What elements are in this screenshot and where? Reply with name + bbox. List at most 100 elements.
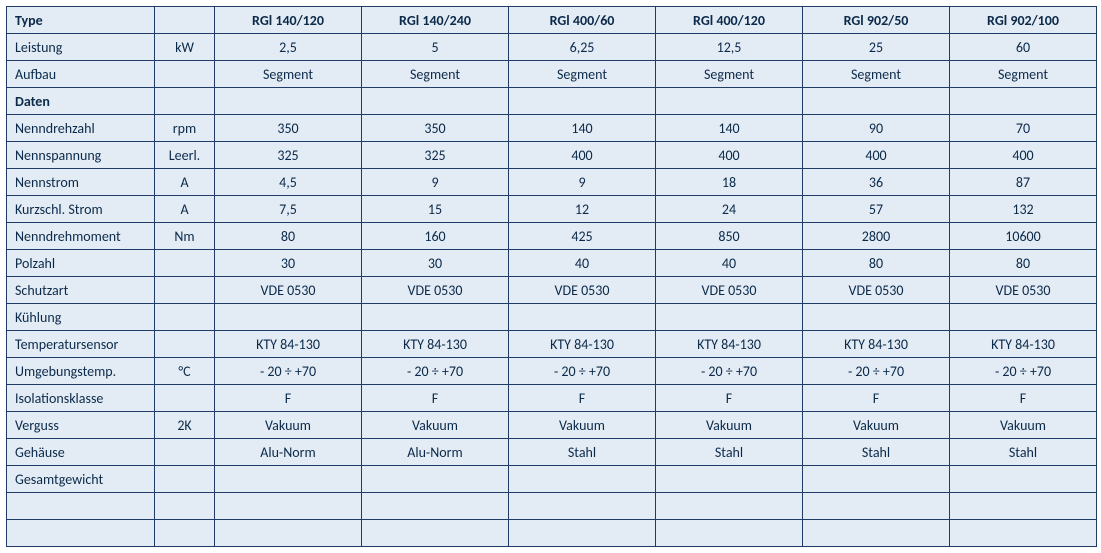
- cell: [215, 493, 362, 520]
- cell: 60: [950, 34, 1097, 61]
- cell: Segment: [950, 61, 1097, 88]
- cell: KTY 84-130: [509, 331, 656, 358]
- cell: RGl 140/120: [215, 7, 362, 34]
- row-unit: rpm: [155, 115, 215, 142]
- cell: [362, 520, 509, 547]
- cell: Alu-Norm: [215, 439, 362, 466]
- table-row: [7, 493, 1097, 520]
- cell: VDE 0530: [656, 277, 803, 304]
- cell: [950, 88, 1097, 115]
- cell: 90: [803, 115, 950, 142]
- row-label: Temperatursensor: [7, 331, 155, 358]
- cell: [215, 304, 362, 331]
- cell: F: [656, 385, 803, 412]
- cell: Vakuum: [803, 412, 950, 439]
- row-label: Nennstrom: [7, 169, 155, 196]
- row-label: Schutzart: [7, 277, 155, 304]
- row-label: Type: [7, 7, 155, 34]
- row-label: Gesamtgewicht: [7, 466, 155, 493]
- row-unit: [155, 277, 215, 304]
- table-row: Nenndrehzahlrpm3503501401409070: [7, 115, 1097, 142]
- cell: 12,5: [656, 34, 803, 61]
- cell: VDE 0530: [509, 277, 656, 304]
- cell: 40: [656, 250, 803, 277]
- cell: 80: [803, 250, 950, 277]
- cell: 425: [509, 223, 656, 250]
- cell: 30: [215, 250, 362, 277]
- cell: 400: [950, 142, 1097, 169]
- cell: 850: [656, 223, 803, 250]
- cell: [362, 466, 509, 493]
- cell: F: [803, 385, 950, 412]
- cell: [950, 520, 1097, 547]
- cell: Stahl: [803, 439, 950, 466]
- table-row: Kurzschl. StromA7,515122457132: [7, 196, 1097, 223]
- table-row: [7, 520, 1097, 547]
- cell: - 20 ÷ +70: [509, 358, 656, 385]
- cell: RGl 902/50: [803, 7, 950, 34]
- cell: KTY 84-130: [950, 331, 1097, 358]
- cell: 7,5: [215, 196, 362, 223]
- cell: 325: [215, 142, 362, 169]
- cell: [950, 466, 1097, 493]
- row-label: Daten: [7, 88, 155, 115]
- cell: 18: [656, 169, 803, 196]
- cell: VDE 0530: [362, 277, 509, 304]
- table-row: GehäuseAlu-NormAlu-NormStahlStahlStahlSt…: [7, 439, 1097, 466]
- cell: 12: [509, 196, 656, 223]
- cell: [803, 466, 950, 493]
- cell: 36: [803, 169, 950, 196]
- cell: 9: [362, 169, 509, 196]
- cell: - 20 ÷ +70: [803, 358, 950, 385]
- row-label: Isolationsklasse: [7, 385, 155, 412]
- cell: 24: [656, 196, 803, 223]
- cell: [215, 88, 362, 115]
- cell: 70: [950, 115, 1097, 142]
- cell: [509, 520, 656, 547]
- row-unit: [155, 61, 215, 88]
- table-row: Daten: [7, 88, 1097, 115]
- cell: [215, 466, 362, 493]
- row-label: Nenndrehzahl: [7, 115, 155, 142]
- row-label: Gehäuse: [7, 439, 155, 466]
- cell: [509, 88, 656, 115]
- table-row: Polzahl303040408080: [7, 250, 1097, 277]
- cell: 30: [362, 250, 509, 277]
- cell: [656, 466, 803, 493]
- cell: 5: [362, 34, 509, 61]
- row-label: Nenndrehmoment: [7, 223, 155, 250]
- cell: VDE 0530: [215, 277, 362, 304]
- row-unit: kW: [155, 34, 215, 61]
- cell: Segment: [362, 61, 509, 88]
- row-label: Nennspannung: [7, 142, 155, 169]
- row-unit: [155, 520, 215, 547]
- cell: Vakuum: [215, 412, 362, 439]
- cell: [362, 304, 509, 331]
- row-unit: [155, 304, 215, 331]
- row-unit: [155, 7, 215, 34]
- table-row: Gesamtgewicht: [7, 466, 1097, 493]
- cell: RGl 902/100: [950, 7, 1097, 34]
- table-row: AufbauSegmentSegmentSegmentSegmentSegmen…: [7, 61, 1097, 88]
- cell: 350: [362, 115, 509, 142]
- cell: 140: [509, 115, 656, 142]
- row-unit: [155, 493, 215, 520]
- table-row: Verguss2KVakuumVakuumVakuumVakuumVakuumV…: [7, 412, 1097, 439]
- cell: 350: [215, 115, 362, 142]
- cell: 40: [509, 250, 656, 277]
- cell: [509, 304, 656, 331]
- cell: - 20 ÷ +70: [215, 358, 362, 385]
- cell: F: [362, 385, 509, 412]
- cell: Segment: [656, 61, 803, 88]
- cell: 10600: [950, 223, 1097, 250]
- cell: Vakuum: [509, 412, 656, 439]
- table-row: SchutzartVDE 0530VDE 0530VDE 0530VDE 053…: [7, 277, 1097, 304]
- row-unit: [155, 331, 215, 358]
- table-row: LeistungkW2,556,2512,52560: [7, 34, 1097, 61]
- table-row: NennspannungLeerl.325325400400400400: [7, 142, 1097, 169]
- table-row: TemperatursensorKTY 84-130KTY 84-130KTY …: [7, 331, 1097, 358]
- cell: 400: [656, 142, 803, 169]
- cell: 325: [362, 142, 509, 169]
- row-label: Kurzschl. Strom: [7, 196, 155, 223]
- cell: KTY 84-130: [362, 331, 509, 358]
